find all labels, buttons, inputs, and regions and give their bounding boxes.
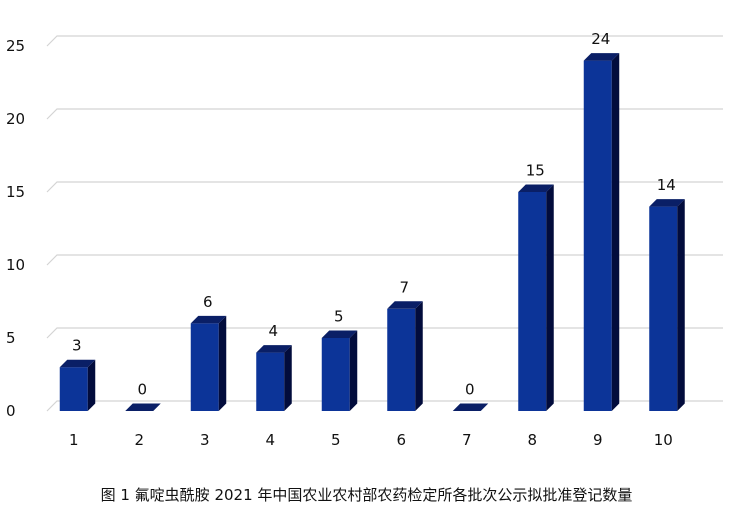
bar-side: [349, 330, 358, 411]
gridline: [46, 35, 723, 47]
y-tick-label: 0: [6, 402, 16, 420]
x-tick-label: 4: [265, 431, 275, 449]
y-tick-label: 25: [6, 37, 25, 55]
data-label: 14: [657, 176, 676, 194]
y-tick-label: 20: [6, 110, 25, 128]
figure-caption: 图 1 氟啶虫酰胺 2021 年中国农业农村部农药检定所各批次公示拟批准登记数量: [100, 486, 633, 504]
bar: [583, 60, 612, 411]
bar: [256, 352, 285, 411]
bar-top: [452, 403, 489, 411]
x-tick-label: 5: [331, 431, 341, 449]
data-label: 0: [465, 381, 475, 399]
x-tick-label: 6: [396, 431, 406, 449]
bar-side: [415, 301, 423, 411]
y-tick-label: 5: [6, 329, 16, 347]
data-label: 6: [203, 293, 213, 311]
bar: [649, 206, 678, 411]
gridline: [46, 181, 723, 193]
bar-top: [190, 315, 227, 324]
x-tick-label: 10: [654, 431, 673, 449]
gridline: [46, 108, 723, 120]
bar-top: [583, 53, 620, 61]
data-label: 24: [591, 30, 610, 48]
bar-top: [125, 403, 161, 411]
y-tick-label: 15: [6, 183, 25, 201]
gridline: [46, 327, 723, 339]
x-tick-label: 8: [527, 431, 537, 449]
gridline: [46, 400, 723, 412]
data-labels: 3 0 6 4 5 7 0 15 24 14: [72, 30, 676, 398]
bar: [518, 192, 547, 411]
bar-side: [546, 184, 554, 411]
data-label: 4: [268, 322, 278, 340]
y-tick-label: 10: [6, 256, 25, 274]
x-tick-label: 9: [593, 431, 603, 449]
data-label: 3: [72, 337, 82, 355]
bar-side: [611, 53, 620, 411]
bar: [190, 323, 219, 411]
bar-side: [87, 359, 96, 411]
x-tick-label: 3: [200, 431, 210, 449]
bar-top: [321, 330, 358, 338]
bar-side: [218, 315, 227, 411]
x-tick-label: 7: [462, 431, 472, 449]
bar-side: [284, 345, 292, 411]
bar: [321, 338, 350, 411]
bars: [59, 53, 685, 411]
bar-top: [387, 301, 423, 309]
bar: [387, 308, 416, 411]
y-axis-ticks: 0 5 10 15 20 25: [6, 37, 25, 420]
bar-top: [256, 345, 292, 353]
x-tick-label: 1: [69, 431, 79, 449]
gridlines: [46, 35, 723, 412]
bar: [59, 367, 88, 411]
data-label: 0: [137, 381, 147, 399]
x-tick-label: 2: [134, 431, 144, 449]
bar-side: [677, 199, 685, 411]
x-axis-ticks: 1 2 3 4 5 6 7 8 9 10: [69, 431, 673, 449]
bar-top: [649, 199, 685, 207]
data-label: 5: [334, 308, 344, 326]
data-label: 15: [526, 162, 545, 180]
gridline: [46, 254, 723, 266]
bar-top: [59, 359, 96, 368]
data-label: 7: [399, 278, 409, 296]
bar-top: [518, 184, 554, 192]
